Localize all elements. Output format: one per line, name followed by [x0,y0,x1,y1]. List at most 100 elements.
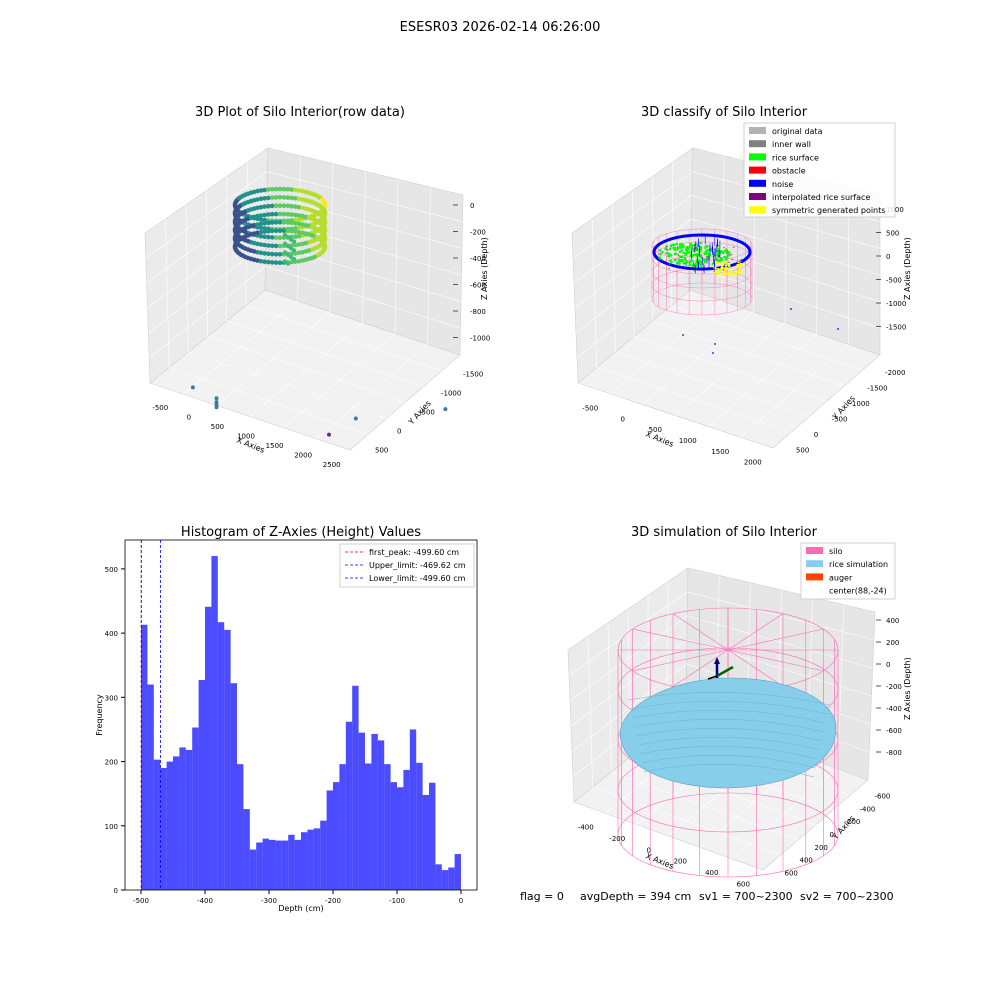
legend-swatch [749,167,766,174]
tick-label: 0 [886,253,890,261]
tick-label: 400 [886,617,899,625]
histogram-bar [429,783,435,890]
legend-label: obstacle [772,167,806,176]
legend-label: auger [829,573,853,582]
inner-wall-point [723,269,725,271]
symmetric-point [715,267,717,269]
info-sv2: sv2 = 700~2300 [800,890,894,903]
histogram-bar [141,625,147,890]
histogram-bar [371,734,377,890]
inner-wall-point [677,246,679,248]
legend-swatch [806,547,823,554]
histogram-bar [435,864,441,890]
rice-surface-point [688,264,691,267]
figure-suptitle: ESESR03 2026-02-14 06:26:00 [400,20,601,35]
symmetric-point [726,267,728,269]
histogram-y-label: Frequency [95,694,104,736]
histogram-bar [448,868,454,890]
data-point [292,257,296,261]
inner-wall-point [728,261,730,263]
inner-wall-point [701,262,703,264]
histogram-bar [263,839,269,890]
inner-wall-point [668,268,670,270]
rice-surface-point [685,253,688,256]
histogram-bar [333,782,339,890]
histogram-bar [211,556,217,890]
tick-label: -400 [197,897,213,905]
noise-point [712,352,714,354]
outlier-point [215,396,219,400]
tick-label: 400 [705,869,718,877]
histogram-bar [339,764,345,890]
legend-label: symmetric generated points [772,206,885,215]
rice-surface-point [679,246,682,249]
inner-wall-point [716,259,718,261]
rice-surface-point [691,255,694,258]
symmetric-point [718,271,720,273]
histogram-bar [301,832,307,890]
legend-swatch [749,193,766,200]
inner-wall-point [662,259,664,261]
legend-swatch [749,153,766,160]
symmetric-point [735,273,737,275]
histogram-x-label: Depth (cm) [278,904,323,913]
inner-wall-point [740,258,742,260]
rice-surface-point [659,253,662,256]
symmetric-point [724,261,726,263]
tick-label: -800 [470,308,486,316]
histogram-bar [403,770,409,890]
tick-label: -800 [886,749,902,757]
histogram-bar [256,842,262,890]
tick-label: -1000 [886,300,906,308]
tick-label: -200 [886,683,902,691]
outlier-point [443,407,447,411]
data-point [323,218,328,223]
rice-surface-point [688,251,691,254]
noise-point [714,343,716,345]
symmetric-point [721,274,723,276]
tick-label: 500 [105,566,118,574]
inner-wall-point [693,266,695,268]
panel-raw-3d: 3D Plot of Silo Interior(row data) -5000… [145,105,490,469]
tick-label: -2000 [885,369,905,377]
rice-surface-point [674,249,677,252]
rice-surface-point [689,246,692,249]
histogram-bars [141,556,461,890]
inner-wall-point [715,259,717,261]
symmetric-point [741,271,743,273]
panel-histogram: Histogram of Z-Axies (Height) Values -50… [95,525,477,913]
symmetric-point [736,264,738,266]
rice-surface-point [699,246,702,249]
histogram-bar [423,795,429,890]
legend-swatch [749,127,766,134]
rice-surface-point [669,248,672,251]
rice-surface-point [682,252,685,255]
inner-wall-point [738,260,740,262]
rice-surface-point [726,255,729,258]
legend-swatch [749,206,766,213]
inner-wall-point [689,262,691,264]
legend-label: center(88,-24) [829,587,887,596]
tick-label: 0 [470,202,474,210]
histogram-bar [147,685,153,891]
histogram-bar [320,821,326,890]
tick-label: -1000 [441,390,461,398]
tick-label: 200 [105,759,118,767]
tick-label: -1500 [867,384,887,392]
symmetric-point [721,266,723,268]
histogram-bar [218,622,224,890]
tick-label: 200 [815,844,828,852]
tick-label: 400 [105,630,118,638]
inner-wall-point [714,250,716,252]
rice-surface-point [678,259,681,262]
panel-classify-3d: 3D classify of Silo Interior -5000500100… [572,105,912,467]
info-sv1: sv1 = 700~2300 [699,890,793,903]
tick-label: -400 [860,805,876,813]
inner-wall-point [708,262,710,264]
symmetric-point [715,261,717,263]
symmetric-point [733,267,735,269]
histogram-bar [250,850,256,890]
histogram-title: Histogram of Z-Axies (Height) Values [181,525,421,540]
inner-wall-point [714,270,716,272]
symmetric-point [731,274,733,276]
